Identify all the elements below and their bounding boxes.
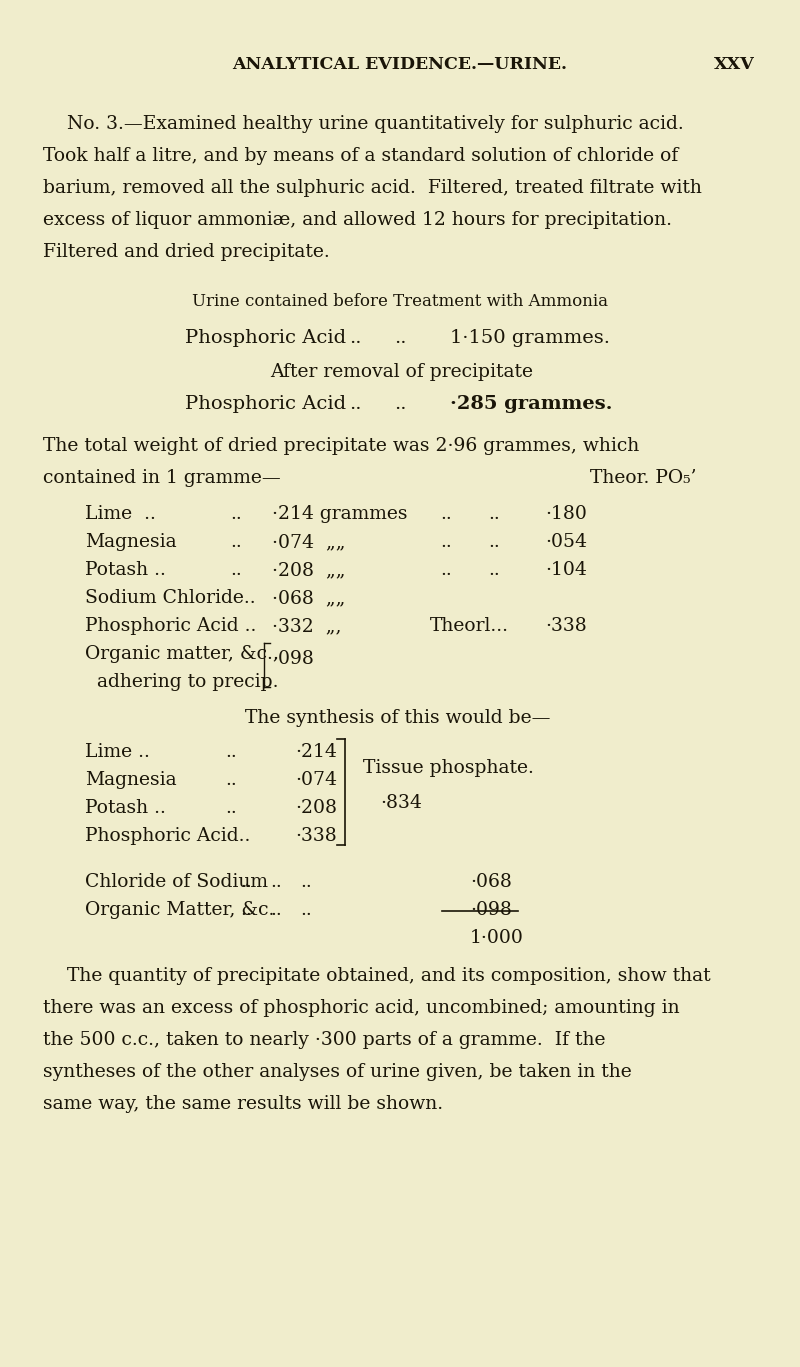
Text: ..: .. <box>488 533 500 551</box>
Text: the 500 c.c., taken to nearly ·300 parts of a gramme.  If the: the 500 c.c., taken to nearly ·300 parts… <box>43 1031 606 1048</box>
Text: ·104: ·104 <box>545 560 587 580</box>
Text: ..: .. <box>230 560 242 580</box>
Text: After removal of precipitate: After removal of precipitate <box>270 364 533 381</box>
Text: Urine contained before Treatment with Ammonia: Urine contained before Treatment with Am… <box>192 293 608 310</box>
Text: ·180: ·180 <box>545 504 587 524</box>
Text: ..: .. <box>349 329 362 347</box>
Text: ..: .. <box>394 329 406 347</box>
Text: ·214: ·214 <box>295 744 337 761</box>
Text: Took half a litre, and by means of a standard solution of chloride of: Took half a litre, and by means of a sta… <box>43 148 678 165</box>
Text: Chloride of Sodium: Chloride of Sodium <box>85 874 268 891</box>
Text: Potash ..: Potash .. <box>85 798 166 817</box>
Text: Magnesia: Magnesia <box>85 533 177 551</box>
Text: ·098: ·098 <box>470 901 512 919</box>
Text: ..: .. <box>270 901 282 919</box>
Text: ·068: ·068 <box>470 874 512 891</box>
Text: Lime  ..: Lime .. <box>85 504 156 524</box>
Text: ·285 grammes.: ·285 grammes. <box>450 395 613 413</box>
Text: ..: .. <box>270 874 282 891</box>
Text: XXV: XXV <box>714 56 755 72</box>
Text: Sodium Chloride..: Sodium Chloride.. <box>85 589 256 607</box>
Text: Organic Matter, &c.: Organic Matter, &c. <box>85 901 274 919</box>
Text: barium, removed all the sulphuric acid.  Filtered, treated filtrate with: barium, removed all the sulphuric acid. … <box>43 179 702 197</box>
Text: 1·150 grammes.: 1·150 grammes. <box>450 329 610 347</box>
Text: ·054: ·054 <box>545 533 587 551</box>
Text: Filtered and dried precipitate.: Filtered and dried precipitate. <box>43 243 330 261</box>
Text: ..: .. <box>240 901 252 919</box>
Text: ..: .. <box>440 533 452 551</box>
Text: ..: .. <box>225 798 237 817</box>
Text: Tissue phosphate.: Tissue phosphate. <box>363 759 534 776</box>
Text: ·208: ·208 <box>295 798 337 817</box>
Text: ..: .. <box>394 395 406 413</box>
Text: ..: .. <box>488 504 500 524</box>
Text: Magnesia: Magnesia <box>85 771 177 789</box>
Text: contained in 1 gramme—: contained in 1 gramme— <box>43 469 281 487</box>
Text: ·338: ·338 <box>545 617 586 636</box>
Text: ·214 grammes: ·214 grammes <box>272 504 407 524</box>
Text: ..: .. <box>240 874 252 891</box>
Text: Theor. PO₅’: Theor. PO₅’ <box>590 469 697 487</box>
Text: excess of liquor ammoniæ, and allowed 12 hours for precipitation.: excess of liquor ammoniæ, and allowed 12… <box>43 211 672 230</box>
Text: ..: .. <box>440 504 452 524</box>
Text: ..: .. <box>300 874 312 891</box>
Text: The synthesis of this would be—: The synthesis of this would be— <box>245 709 550 727</box>
Text: ..: .. <box>300 901 312 919</box>
Text: same way, the same results will be shown.: same way, the same results will be shown… <box>43 1095 443 1113</box>
Text: ·098: ·098 <box>272 649 314 668</box>
Text: ..: .. <box>349 395 362 413</box>
Text: ·208  „„: ·208 „„ <box>272 560 346 580</box>
Text: Phosphoric Acid: Phosphoric Acid <box>185 395 346 413</box>
Text: ..: .. <box>230 504 242 524</box>
Text: syntheses of the other analyses of urine given, be taken in the: syntheses of the other analyses of urine… <box>43 1064 632 1081</box>
Text: adhering to precip.: adhering to precip. <box>97 673 278 690</box>
Text: ..: .. <box>225 771 237 789</box>
Text: Organic matter, &c.,: Organic matter, &c., <box>85 645 279 663</box>
Text: ..: .. <box>230 533 242 551</box>
Text: Lime ..: Lime .. <box>85 744 150 761</box>
Text: ·834: ·834 <box>380 794 422 812</box>
Text: The total weight of dried precipitate was 2·96 grammes, which: The total weight of dried precipitate wa… <box>43 437 639 455</box>
Text: The quantity of precipitate obtained, and its composition, show that: The quantity of precipitate obtained, an… <box>67 966 710 986</box>
Text: ·068  „„: ·068 „„ <box>272 589 346 607</box>
Text: Phosphoric Acid ..: Phosphoric Acid .. <box>85 617 256 636</box>
Text: ..: .. <box>440 560 452 580</box>
Text: ·074  „„: ·074 „„ <box>272 533 346 551</box>
Text: No. 3.—Examined healthy urine quantitatively for sulphuric acid.: No. 3.—Examined healthy urine quantitati… <box>67 115 684 133</box>
Text: ..: .. <box>488 560 500 580</box>
Text: ·332  „,: ·332 „, <box>272 617 342 636</box>
Text: there was an excess of phosphoric acid, uncombined; amounting in: there was an excess of phosphoric acid, … <box>43 999 680 1017</box>
Text: Theorl...: Theorl... <box>430 617 509 636</box>
Text: Potash ..: Potash .. <box>85 560 166 580</box>
Text: ANALYTICAL EVIDENCE.—URINE.: ANALYTICAL EVIDENCE.—URINE. <box>233 56 567 72</box>
Text: 1·000: 1·000 <box>470 930 524 947</box>
Text: Phosphoric Acid..: Phosphoric Acid.. <box>85 827 250 845</box>
Text: ·074: ·074 <box>295 771 337 789</box>
Text: ·338: ·338 <box>295 827 337 845</box>
Text: Phosphoric Acid: Phosphoric Acid <box>185 329 346 347</box>
Text: ..: .. <box>225 744 237 761</box>
